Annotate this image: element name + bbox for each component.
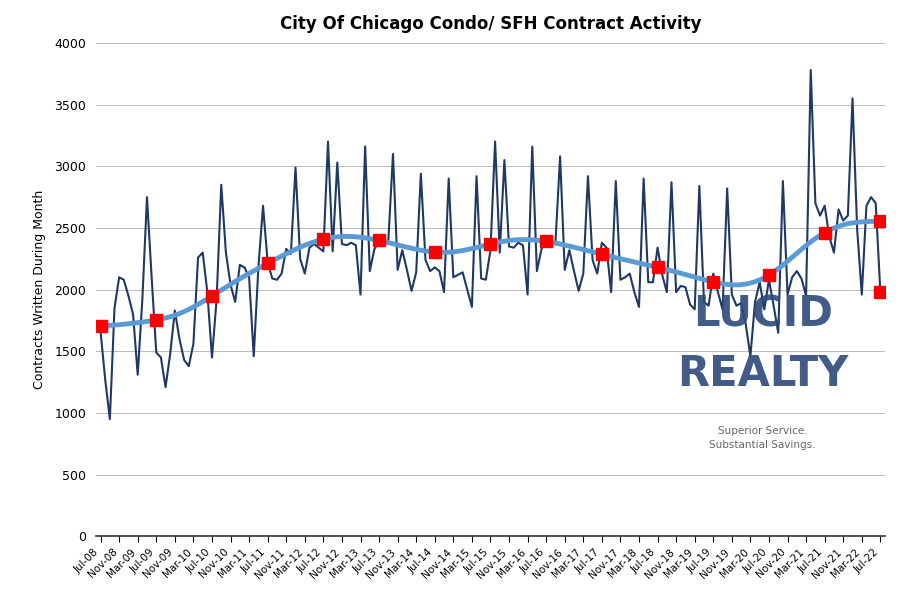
Text: REALTY: REALTY: [677, 352, 849, 394]
Text: LUCID: LUCID: [693, 293, 832, 336]
Y-axis label: Contracts Written During Month: Contracts Written During Month: [33, 190, 46, 389]
Text: Superior Service.
Substantial Savings.: Superior Service. Substantial Savings.: [709, 425, 816, 450]
Title: City Of Chicago Condo/ SFH Contract Activity: City Of Chicago Condo/ SFH Contract Acti…: [280, 15, 701, 33]
